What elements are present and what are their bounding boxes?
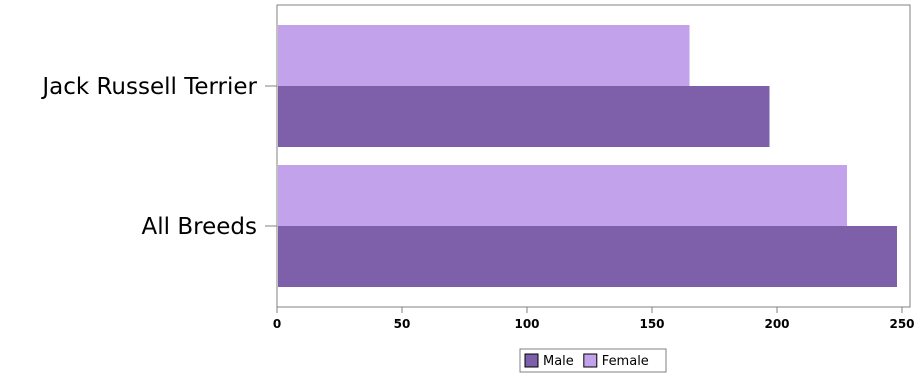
bars	[278, 25, 897, 287]
x-tick-label: 250	[889, 317, 914, 331]
legend-label-female: Female	[602, 354, 649, 369]
bar-female-1	[278, 165, 847, 226]
y-tick-label: All Breeds	[142, 214, 257, 240]
legend-swatch-male	[524, 353, 539, 368]
legend-label-male: Male	[543, 354, 574, 369]
x-tick-label: 200	[764, 317, 789, 331]
x-tick-label: 50	[394, 317, 411, 331]
bar-male-0	[278, 86, 770, 147]
x-axis: 0 50 100 150 200 250	[273, 307, 915, 331]
y-tick-label: Jack Russell Terrier	[40, 74, 257, 100]
bar-female-0	[278, 25, 690, 86]
x-tick-label: 100	[514, 317, 539, 331]
y-axis: Jack Russell Terrier All Breeds	[40, 74, 277, 240]
bar-male-1	[278, 226, 897, 287]
x-tick-label: 0	[273, 317, 281, 331]
x-tick-label: 150	[639, 317, 664, 331]
legend-swatch-female	[583, 353, 598, 368]
legend: Male Female	[519, 348, 667, 373]
